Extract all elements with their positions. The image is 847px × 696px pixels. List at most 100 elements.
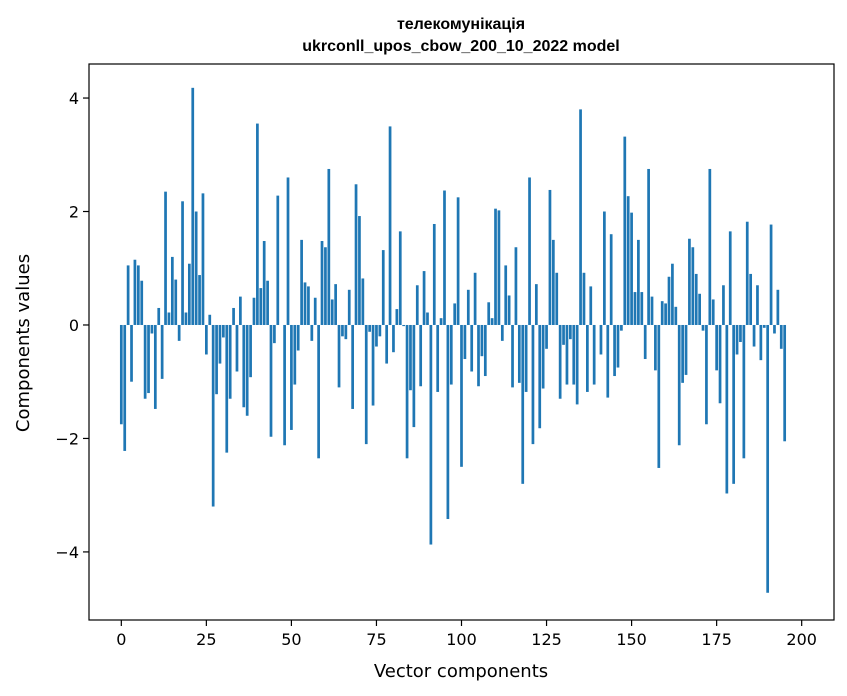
bar xyxy=(562,324,565,345)
bar xyxy=(620,324,623,331)
bar xyxy=(691,247,695,325)
bar xyxy=(218,324,222,364)
bar xyxy=(745,221,749,325)
bar xyxy=(283,324,286,446)
bar xyxy=(613,324,616,377)
bar xyxy=(293,324,297,385)
bar xyxy=(531,324,535,445)
bar xyxy=(330,299,334,325)
bar-series xyxy=(119,87,787,593)
bar xyxy=(524,324,528,392)
bar xyxy=(725,324,729,494)
bar xyxy=(497,210,501,325)
bar xyxy=(487,302,491,325)
x-tick-label: 50 xyxy=(281,630,301,649)
bar xyxy=(208,314,212,325)
bar xyxy=(494,208,497,325)
bar xyxy=(378,324,382,337)
bar xyxy=(337,324,341,388)
bar xyxy=(160,324,164,379)
bar xyxy=(130,324,133,382)
bar xyxy=(507,295,511,325)
bar xyxy=(739,324,742,342)
bar xyxy=(718,324,722,404)
bar xyxy=(453,303,457,325)
bar xyxy=(303,282,307,325)
bar xyxy=(711,299,715,325)
y-tick-label: 4 xyxy=(69,89,79,108)
bar xyxy=(766,324,770,593)
bar xyxy=(722,285,725,325)
bar xyxy=(705,324,708,425)
bar xyxy=(565,324,569,385)
bar xyxy=(409,324,412,391)
bar xyxy=(528,177,531,325)
bar xyxy=(290,324,293,430)
bar xyxy=(123,324,127,451)
bar xyxy=(170,256,174,325)
bar xyxy=(504,265,508,325)
bar xyxy=(773,324,776,334)
bar xyxy=(626,196,630,325)
x-axis-ticks: 0 25 50 75 100 125 150 175 200 xyxy=(116,620,817,649)
bar xyxy=(415,285,419,325)
bar xyxy=(347,289,351,325)
bar xyxy=(412,324,416,428)
bar xyxy=(286,177,290,325)
bar xyxy=(405,324,409,459)
bar xyxy=(205,324,208,355)
bar xyxy=(198,275,201,325)
bar xyxy=(446,324,450,520)
bar xyxy=(541,324,545,389)
bar xyxy=(426,312,429,325)
bar xyxy=(616,324,620,368)
bar xyxy=(623,136,627,325)
y-axis-ticks: −4 −2 0 2 4 xyxy=(55,89,89,562)
bar xyxy=(273,324,276,344)
bar xyxy=(449,324,453,385)
bar xyxy=(296,324,300,351)
bar xyxy=(715,324,718,371)
bar xyxy=(521,324,525,484)
y-tick-label: −4 xyxy=(55,543,79,562)
bar xyxy=(463,324,467,360)
bar xyxy=(262,241,266,325)
bar xyxy=(694,273,698,325)
bar xyxy=(242,324,246,408)
chart-title: телекомунікація xyxy=(397,16,525,33)
x-tick-label: 175 xyxy=(701,630,732,649)
bar xyxy=(361,278,365,325)
bar xyxy=(603,211,606,325)
bar xyxy=(558,324,562,399)
bar xyxy=(187,263,191,325)
bar xyxy=(569,324,572,340)
bar xyxy=(167,312,171,325)
bar xyxy=(222,324,225,338)
bar xyxy=(609,234,613,325)
bar xyxy=(341,324,344,337)
bar xyxy=(762,324,766,328)
bar xyxy=(256,123,259,325)
bar xyxy=(742,324,746,459)
bar xyxy=(671,263,674,325)
bar xyxy=(429,324,433,545)
bar xyxy=(225,324,229,453)
bar xyxy=(698,293,701,325)
bar xyxy=(606,324,610,398)
bar xyxy=(422,271,426,325)
bar xyxy=(334,284,337,325)
bar xyxy=(674,306,678,325)
bar xyxy=(783,324,787,442)
x-tick-label: 100 xyxy=(446,630,477,649)
bar xyxy=(368,324,372,332)
bar xyxy=(456,197,460,325)
bar xyxy=(215,324,218,395)
bar xyxy=(466,289,470,325)
bar xyxy=(269,324,273,437)
bar xyxy=(310,324,314,341)
bar xyxy=(633,292,637,325)
bar xyxy=(385,324,389,364)
bar xyxy=(381,250,385,325)
y-axis-label: Components values xyxy=(13,254,34,432)
bar xyxy=(657,324,661,468)
